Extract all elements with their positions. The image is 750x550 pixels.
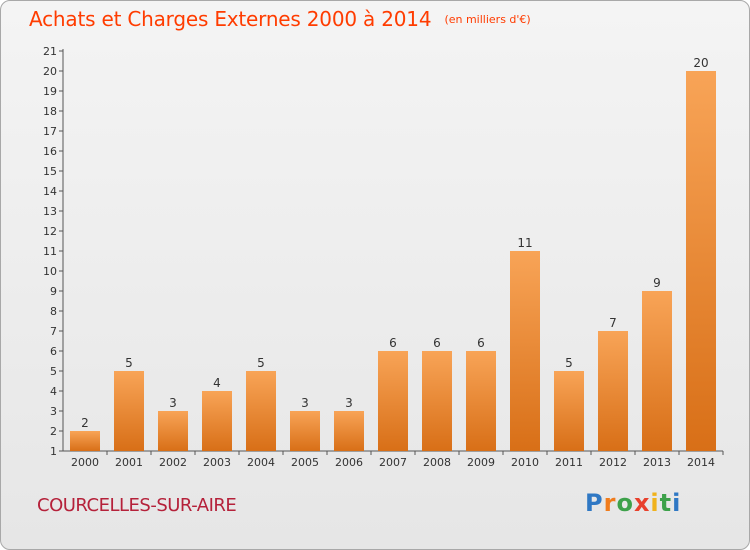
x-tick-label: 2002: [159, 456, 187, 469]
bar: [686, 71, 716, 451]
x-tick-label: 2008: [423, 456, 451, 469]
y-tick-label: 19: [43, 85, 57, 98]
y-tick-label: 13: [43, 205, 57, 218]
y-tick-label: 12: [43, 225, 57, 238]
bar: [202, 391, 232, 451]
bar-value-label: 3: [301, 396, 309, 410]
bar-value-label: 3: [169, 396, 177, 410]
bar-value-label: 9: [653, 276, 661, 290]
bar: [466, 351, 496, 451]
commune-name: COURCELLES-SUR-AIRE: [37, 495, 237, 516]
x-tick-label: 2009: [467, 456, 495, 469]
bar-value-label: 6: [477, 336, 485, 350]
bar: [598, 331, 628, 451]
x-tick-label: 2007: [379, 456, 407, 469]
logo-letter: r: [603, 489, 617, 517]
x-tick-label: 2012: [599, 456, 627, 469]
x-tick-label: 2003: [203, 456, 231, 469]
logo-letter: i: [672, 489, 682, 517]
bar: [510, 251, 540, 451]
bar-value-label: 5: [257, 356, 265, 370]
logo-letter: x: [633, 489, 651, 517]
y-tick-label: 5: [50, 365, 57, 378]
logo-letter: P: [585, 489, 604, 517]
bar-value-label: 7: [609, 316, 617, 330]
y-tick-label: 11: [43, 245, 57, 258]
y-tick-label: 7: [50, 325, 57, 338]
y-tick-label: 18: [43, 105, 57, 118]
y-tick-label: 14: [43, 185, 57, 198]
chart-title: Achats et Charges Externes 2000 à 2014 (…: [29, 7, 531, 31]
y-tick-label: 15: [43, 165, 57, 178]
bar-value-label: 5: [125, 356, 133, 370]
bar-value-label: 5: [565, 356, 573, 370]
x-tick-label: 2004: [247, 456, 275, 469]
chart-unit: (en milliers d'€): [444, 13, 531, 26]
bar: [290, 411, 320, 451]
bar: [334, 411, 364, 451]
bar-value-label: 3: [345, 396, 353, 410]
x-tick-label: 2010: [511, 456, 539, 469]
y-tick-label: 21: [43, 45, 57, 58]
x-tick-label: 2006: [335, 456, 363, 469]
proxiti-logo[interactable]: Proxiti: [585, 489, 681, 517]
logo-letter: t: [659, 489, 673, 517]
y-tick-label: 6: [50, 345, 57, 358]
y-tick-label: 4: [50, 385, 57, 398]
y-tick-label: 1: [50, 445, 57, 458]
y-tick-label: 9: [50, 285, 57, 298]
y-tick-label: 17: [43, 125, 57, 138]
bar-value-label: 11: [517, 236, 532, 250]
x-tick-label: 2005: [291, 456, 319, 469]
bar-value-label: 2: [81, 416, 89, 430]
bar-value-label: 4: [213, 376, 221, 390]
logo-letter: o: [616, 489, 634, 517]
x-tick-label: 2013: [643, 456, 671, 469]
bar: [378, 351, 408, 451]
y-tick-label: 20: [43, 65, 57, 78]
bar: [422, 351, 452, 451]
logo-letter: i: [650, 489, 660, 517]
y-tick-label: 8: [50, 305, 57, 318]
bar: [70, 431, 100, 451]
y-tick-label: 3: [50, 405, 57, 418]
bar: [114, 371, 144, 451]
bar: [158, 411, 188, 451]
x-tick-label: 2000: [71, 456, 99, 469]
bar: [554, 371, 584, 451]
x-tick-label: 2011: [555, 456, 583, 469]
x-tick-label: 2001: [115, 456, 143, 469]
bar-value-label: 6: [389, 336, 397, 350]
bar-value-label: 20: [693, 56, 708, 70]
bar-value-label: 6: [433, 336, 441, 350]
y-tick-label: 16: [43, 145, 57, 158]
x-tick-label: 2014: [687, 456, 715, 469]
bar: [246, 371, 276, 451]
bar: [642, 291, 672, 451]
chart-title-text: Achats et Charges Externes 2000 à 2014: [29, 7, 432, 31]
y-tick-label: 10: [43, 265, 57, 278]
y-tick-label: 2: [50, 425, 57, 438]
